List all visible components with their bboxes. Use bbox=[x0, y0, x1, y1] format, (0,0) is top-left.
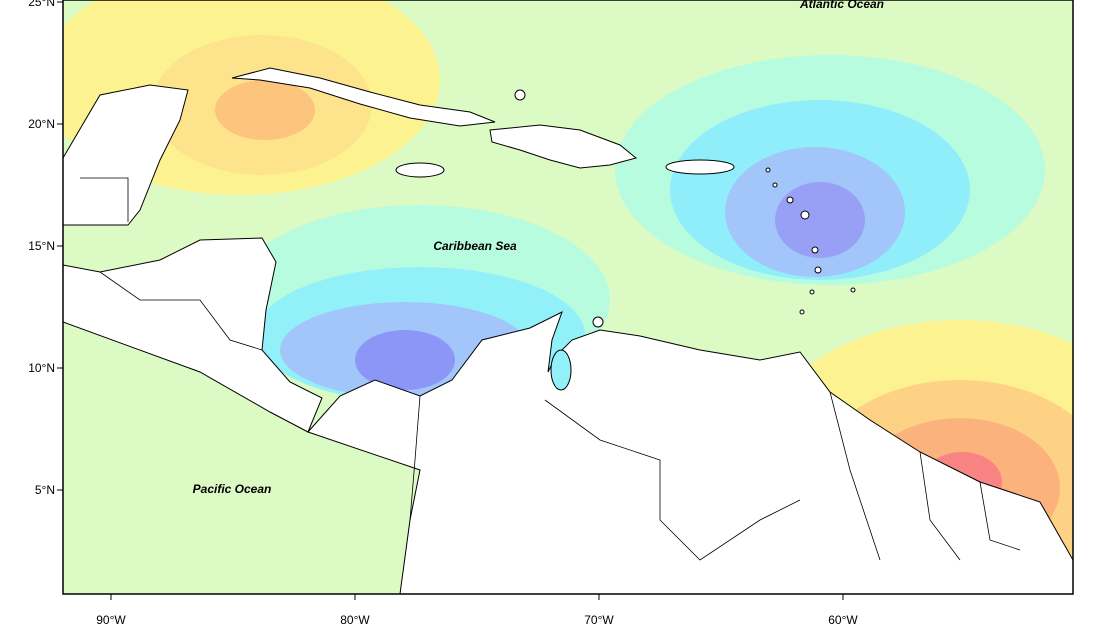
map-frame bbox=[62, 0, 1074, 595]
cuba bbox=[231, 67, 496, 127]
contour-field bbox=[63, 0, 1073, 594]
lesser-antilles bbox=[514, 89, 856, 328]
yucatan bbox=[63, 84, 189, 226]
ocean-label: Atlantic Ocean bbox=[799, 0, 884, 11]
lon-axis: 90°W 80°W 70°W 60°W bbox=[96, 594, 858, 627]
hispaniola bbox=[489, 124, 638, 169]
borders bbox=[80, 177, 1021, 561]
lat-tick-label: 25°N bbox=[28, 0, 55, 9]
lon-tick-label: 60°W bbox=[828, 613, 858, 627]
lon-tick-label: 90°W bbox=[96, 613, 126, 627]
lat-tick-label: 20°N bbox=[28, 117, 55, 131]
jamaica bbox=[395, 162, 445, 178]
lon-tick-label: 70°W bbox=[584, 613, 614, 627]
south-america bbox=[307, 310, 1073, 594]
puerto-rico bbox=[665, 159, 735, 175]
lon-tick-label: 80°W bbox=[340, 613, 370, 627]
lat-tick-label: 15°N bbox=[28, 239, 55, 253]
ocean-label: Caribbean Sea bbox=[433, 239, 517, 253]
ocean-label: Pacific Ocean bbox=[193, 482, 272, 496]
lat-tick-label: 10°N bbox=[28, 361, 55, 375]
lat-axis: 25°N 20°N 15°N 10°N 5°N bbox=[28, 0, 63, 497]
lake-maracaibo bbox=[550, 349, 572, 391]
lat-tick-label: 5°N bbox=[35, 483, 55, 497]
